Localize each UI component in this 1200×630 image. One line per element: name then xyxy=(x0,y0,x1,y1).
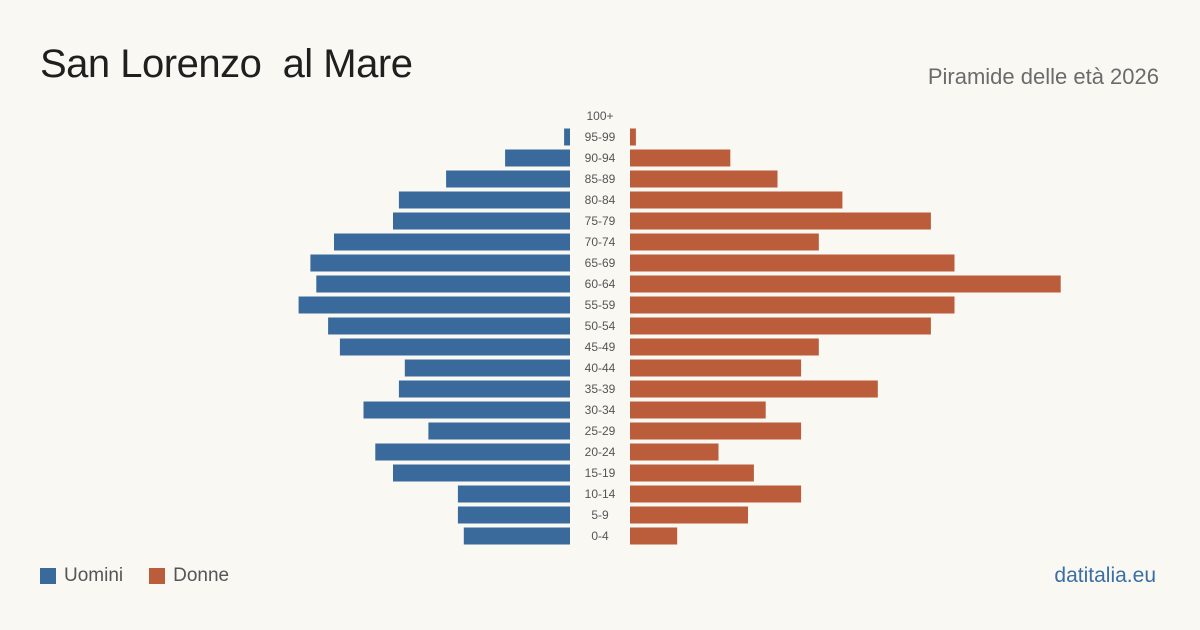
age-label-90-94: 90-94 xyxy=(585,151,616,165)
bar-women-5-9 xyxy=(630,506,748,524)
age-label-25-29: 25-29 xyxy=(585,424,616,438)
bar-women-30-34 xyxy=(630,401,766,419)
bar-women-80-84 xyxy=(630,191,843,209)
bar-men-90-94 xyxy=(505,149,570,167)
bar-women-40-44 xyxy=(630,359,802,377)
chart-title: San Lorenzo al Mare xyxy=(40,42,413,86)
bar-men-0-4 xyxy=(463,527,570,545)
bar-women-35-39 xyxy=(630,380,878,398)
bar-men-5-9 xyxy=(457,506,570,524)
bar-men-30-34 xyxy=(363,401,570,419)
bar-women-65-69 xyxy=(630,254,955,272)
age-label-95-99: 95-99 xyxy=(585,130,616,144)
bar-women-55-59 xyxy=(630,296,955,314)
age-label-70-74: 70-74 xyxy=(585,235,616,249)
bar-men-45-49 xyxy=(339,338,570,356)
bar-men-60-64 xyxy=(316,275,570,293)
bar-women-75-79 xyxy=(630,212,931,230)
age-label-30-34: 30-34 xyxy=(585,403,616,417)
age-label-85-89: 85-89 xyxy=(585,172,616,186)
bar-women-95-99 xyxy=(630,128,636,146)
chart-legend: Uomini Donne xyxy=(40,565,255,587)
age-label-40-44: 40-44 xyxy=(585,361,616,375)
source-link[interactable]: datitalia.eu xyxy=(1054,564,1156,587)
bar-men-70-74 xyxy=(334,233,570,251)
age-label-50-54: 50-54 xyxy=(585,319,616,333)
bar-women-25-29 xyxy=(630,422,802,440)
age-label-35-39: 35-39 xyxy=(585,382,616,396)
bar-men-75-79 xyxy=(393,212,570,230)
bar-women-10-14 xyxy=(630,485,802,503)
bar-men-65-69 xyxy=(310,254,570,272)
bar-women-70-74 xyxy=(630,233,819,251)
bar-men-95-99 xyxy=(564,128,570,146)
legend-swatch-men xyxy=(40,568,56,584)
bar-men-25-29 xyxy=(428,422,570,440)
bar-women-20-24 xyxy=(630,443,719,461)
bar-women-90-94 xyxy=(630,149,731,167)
bar-men-50-54 xyxy=(328,317,570,335)
bar-women-15-19 xyxy=(630,464,754,482)
age-label-45-49: 45-49 xyxy=(585,340,616,354)
chart-subtitle: Piramide delle età 2026 xyxy=(927,64,1159,89)
age-label-55-59: 55-59 xyxy=(585,298,616,312)
bar-men-80-84 xyxy=(398,191,570,209)
bar-men-20-24 xyxy=(375,443,570,461)
bar-women-60-64 xyxy=(630,275,1061,293)
legend-label-women: Donne xyxy=(173,565,230,586)
bar-men-55-59 xyxy=(298,296,570,314)
legend-item-men: Uomini xyxy=(40,565,123,587)
bar-men-85-89 xyxy=(446,170,570,188)
age-label-0-4: 0-4 xyxy=(591,529,609,543)
age-label-5-9: 5-9 xyxy=(591,508,609,522)
bar-women-85-89 xyxy=(630,170,778,188)
age-label-15-19: 15-19 xyxy=(585,466,616,480)
legend-item-women: Donne xyxy=(149,565,229,587)
legend-label-men: Uomini xyxy=(64,565,124,586)
bar-men-10-14 xyxy=(457,485,570,503)
bar-women-45-49 xyxy=(630,338,819,356)
bar-men-40-44 xyxy=(404,359,570,377)
legend-swatch-women xyxy=(149,568,166,584)
bar-women-0-4 xyxy=(630,527,678,545)
age-label-100+: 100+ xyxy=(586,109,613,123)
bar-women-50-54 xyxy=(630,317,931,335)
age-label-65-69: 65-69 xyxy=(585,256,616,270)
age-label-75-79: 75-79 xyxy=(585,214,616,228)
age-label-80-84: 80-84 xyxy=(585,193,616,207)
bar-men-15-19 xyxy=(393,464,570,482)
age-label-10-14: 10-14 xyxy=(585,487,616,501)
age-label-20-24: 20-24 xyxy=(585,445,616,459)
age-label-60-64: 60-64 xyxy=(585,277,616,291)
bar-men-35-39 xyxy=(398,380,570,398)
